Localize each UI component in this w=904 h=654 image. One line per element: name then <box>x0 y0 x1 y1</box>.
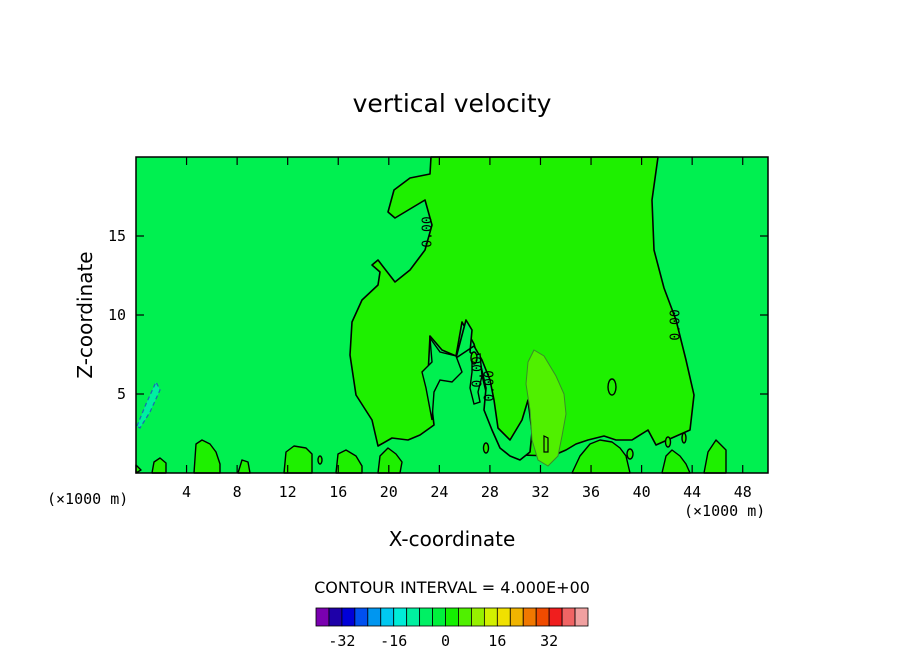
colorbar-swatch <box>419 607 433 627</box>
x-axis-label: X-coordinate <box>389 527 516 551</box>
colorbar-swatch <box>328 607 343 627</box>
colorbar-tick-label: -16 <box>380 632 407 650</box>
colorbar-tick-label: 32 <box>540 632 558 650</box>
contour-label: 0.00 <box>471 356 486 387</box>
contour-interval: CONTOUR INTERVAL = 4.000E+00 <box>314 578 590 597</box>
contour-label: 0.00 <box>421 216 436 247</box>
colorbar-swatch <box>367 607 382 627</box>
chart-title: vertical velocity <box>353 89 552 118</box>
x-tick-label: 48 <box>734 483 752 501</box>
downdraft-cell <box>469 353 483 405</box>
x-tick-label: 20 <box>380 483 398 501</box>
colorbar-swatch <box>548 607 563 627</box>
x-tick-label: 8 <box>233 483 242 501</box>
contour-label: 0.00 <box>669 309 684 340</box>
colorbar-swatch <box>380 607 395 627</box>
colorbar: -32 -16 0 16 32 <box>315 607 589 650</box>
colorbar-swatch <box>574 607 589 627</box>
x-unit-right: (×1000 m) <box>684 502 765 520</box>
colorbar-tick-label: 16 <box>488 632 506 650</box>
negative-region <box>136 380 161 429</box>
x-tick-label: 12 <box>279 483 297 501</box>
x-tick-label: 32 <box>531 483 549 501</box>
y-tick-label: 15 <box>108 227 126 245</box>
colorbar-swatch <box>432 607 446 627</box>
y-tick-label: 10 <box>108 306 126 324</box>
colorbar-swatch <box>393 607 408 627</box>
x-tick-label: 40 <box>633 483 651 501</box>
x-axis: 4 8 12 16 20 24 28 32 36 40 44 48 <box>182 157 752 501</box>
colorbar-swatch <box>315 607 330 627</box>
strong-updraft-region <box>525 349 567 467</box>
positive-region <box>349 156 695 457</box>
y-axis: 5 10 15 <box>108 227 768 403</box>
x-tick-label: 36 <box>582 483 600 501</box>
contour-label: 0.00 <box>483 370 498 401</box>
surface-cells <box>135 439 727 474</box>
colorbar-swatch <box>471 607 485 627</box>
downdraft-cell <box>421 335 463 421</box>
colorbar-swatch <box>445 607 459 627</box>
colorbar-swatch <box>458 607 472 627</box>
colorbar-swatch <box>509 607 524 627</box>
y-tick-label: 5 <box>117 385 126 403</box>
colorbar-swatch <box>341 607 356 627</box>
colorbar-swatch <box>496 607 511 627</box>
small-cells <box>317 351 687 465</box>
updraft-core <box>543 435 549 453</box>
x-tick-label: 4 <box>182 483 191 501</box>
x-tick-label: 24 <box>430 483 448 501</box>
colorbar-tick-label: -32 <box>328 632 355 650</box>
colorbar-tick-label: 0 <box>441 632 450 650</box>
colorbar-swatch <box>354 607 369 627</box>
plot-area: 0.00 0.00 0.00 0.00 <box>135 156 769 474</box>
colorbar-swatch <box>522 607 537 627</box>
colorbar-swatch <box>483 607 498 627</box>
colorbar-swatch <box>406 607 421 627</box>
x-tick-label: 16 <box>329 483 347 501</box>
colorbar-swatch <box>535 607 550 627</box>
x-tick-label: 44 <box>683 483 701 501</box>
x-unit-left: (×1000 m) <box>47 490 128 508</box>
x-tick-label: 28 <box>481 483 499 501</box>
colorbar-swatch <box>561 607 576 627</box>
y-axis-label: Z-coordinate <box>73 251 97 378</box>
